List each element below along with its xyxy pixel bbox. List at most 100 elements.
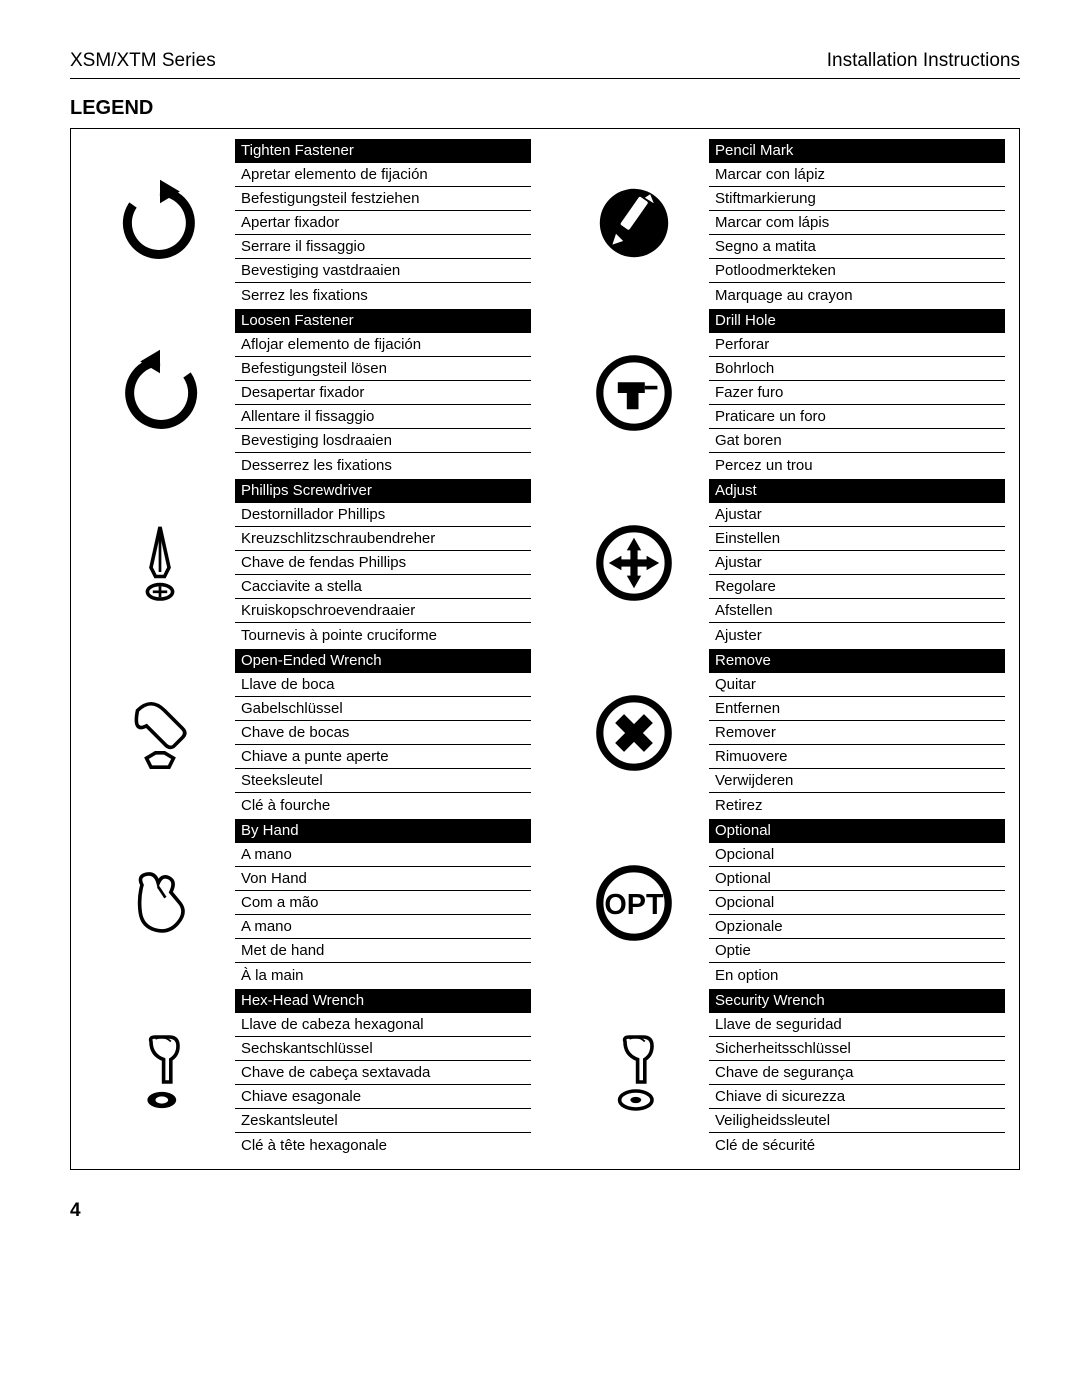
legend-item: OptionalOpcionalOptionalOpcionalOpzional… — [559, 819, 1005, 987]
legend-label: Chave de bocas — [235, 721, 531, 745]
legend-label: Llave de cabeza hexagonal — [235, 1013, 531, 1037]
legend-item: AdjustAjustarEinstellenAjustarRegolareAf… — [559, 479, 1005, 647]
legend-labels: AdjustAjustarEinstellenAjustarRegolareAf… — [709, 479, 1005, 647]
legend-label: Apertar fixador — [235, 211, 531, 235]
legend-label: Allentare il fissaggio — [235, 405, 531, 429]
legend-label: Chiave esagonale — [235, 1085, 531, 1109]
legend-labels: OptionalOpcionalOptionalOpcionalOpzional… — [709, 819, 1005, 987]
legend-label: Met de hand — [235, 939, 531, 963]
legend-label: Zeskantsleutel — [235, 1109, 531, 1133]
legend-label: Tournevis à pointe cruciforme — [235, 623, 531, 647]
legend-labels: By HandA manoVon HandCom a mãoA manoMet … — [235, 819, 531, 987]
legend-label: Apretar elemento de fijación — [235, 163, 531, 187]
legend-column: Pencil MarkMarcar con lápizStiftmarkieru… — [559, 139, 1005, 1159]
page-number: 4 — [70, 1200, 1020, 1222]
legend-label: Clé de sécurité — [709, 1133, 1005, 1157]
legend-label: Gabelschlüssel — [235, 697, 531, 721]
legend-label: Steeksleutel — [235, 769, 531, 793]
legend-label: Destornillador Phillips — [235, 503, 531, 527]
legend-label-header: Hex-Head Wrench — [235, 989, 531, 1013]
legend-labels: Hex-Head WrenchLlave de cabeza hexagonal… — [235, 989, 531, 1157]
legend-label: Com a mão — [235, 891, 531, 915]
legend-label: Remover — [709, 721, 1005, 745]
page-header: XSM/XTM Series Installation Instructions — [70, 50, 1020, 79]
legend-label: Llave de boca — [235, 673, 531, 697]
legend-item: By HandA manoVon HandCom a mãoA manoMet … — [85, 819, 531, 987]
legend-label: En option — [709, 963, 1005, 987]
legend-label: Optie — [709, 939, 1005, 963]
legend-label: Einstellen — [709, 527, 1005, 551]
loosen-fastener-icon — [85, 309, 235, 477]
legend-labels: Loosen FastenerAflojar elemento de fijac… — [235, 309, 531, 477]
legend-label: Bevestiging losdraaien — [235, 429, 531, 453]
legend-labels: Security WrenchLlave de seguridadSicherh… — [709, 989, 1005, 1157]
legend-label: A mano — [235, 915, 531, 939]
legend-label: Serrez les fixations — [235, 283, 531, 307]
pencil-mark-icon — [559, 139, 709, 307]
legend-label: Ajustar — [709, 503, 1005, 527]
legend-label: Cacciavite a stella — [235, 575, 531, 599]
legend-item: Tighten FastenerApretar elemento de fija… — [85, 139, 531, 307]
adjust-icon — [559, 479, 709, 647]
legend-label: Ajuster — [709, 623, 1005, 647]
legend-label-header: Remove — [709, 649, 1005, 673]
legend-label: Afstellen — [709, 599, 1005, 623]
legend-item: Hex-Head WrenchLlave de cabeza hexagonal… — [85, 989, 531, 1157]
legend-label: Kruiskopschroevendraaier — [235, 599, 531, 623]
tighten-fastener-icon — [85, 139, 235, 307]
legend-labels: Drill HolePerforarBohrlochFazer furoPrat… — [709, 309, 1005, 477]
legend-label: Bevestiging vastdraaien — [235, 259, 531, 283]
legend-label: Gat boren — [709, 429, 1005, 453]
legend-label: Clé à fourche — [235, 793, 531, 817]
legend-item: Security WrenchLlave de seguridadSicherh… — [559, 989, 1005, 1157]
legend-label: À la main — [235, 963, 531, 987]
phillips-screwdriver-icon — [85, 479, 235, 647]
legend-label: Llave de seguridad — [709, 1013, 1005, 1037]
hex-head-wrench-icon — [85, 989, 235, 1157]
legend-label: Chave de segurança — [709, 1061, 1005, 1085]
legend-label: Entfernen — [709, 697, 1005, 721]
header-right: Installation Instructions — [827, 50, 1020, 72]
remove-icon — [559, 649, 709, 817]
legend-label: Befestigungsteil festziehen — [235, 187, 531, 211]
legend-label: Optional — [709, 867, 1005, 891]
legend-label: Perforar — [709, 333, 1005, 357]
legend-label: Sicherheitsschlüssel — [709, 1037, 1005, 1061]
legend-column: Tighten FastenerApretar elemento de fija… — [85, 139, 531, 1159]
legend-label: Von Hand — [235, 867, 531, 891]
legend-label: Fazer furo — [709, 381, 1005, 405]
legend-label: Quitar — [709, 673, 1005, 697]
legend-label: Aflojar elemento de fijación — [235, 333, 531, 357]
legend-label-header: Pencil Mark — [709, 139, 1005, 163]
section-title: Legend — [70, 97, 1020, 120]
legend-label: Veiligheidssleutel — [709, 1109, 1005, 1133]
legend-label: Clé à tête hexagonale — [235, 1133, 531, 1157]
legend-label-header: Security Wrench — [709, 989, 1005, 1013]
legend-label-header: Adjust — [709, 479, 1005, 503]
legend-label: Segno a matita — [709, 235, 1005, 259]
legend-label-header: Optional — [709, 819, 1005, 843]
legend-label-header: Open-Ended Wrench — [235, 649, 531, 673]
legend-labels: Pencil MarkMarcar con lápizStiftmarkieru… — [709, 139, 1005, 307]
legend-item: Phillips ScrewdriverDestornillador Phill… — [85, 479, 531, 647]
legend-label: Opzionale — [709, 915, 1005, 939]
legend-columns: Tighten FastenerApretar elemento de fija… — [85, 139, 1005, 1159]
legend-label: Kreuzschlitzschraubendreher — [235, 527, 531, 551]
legend-label-header: Drill Hole — [709, 309, 1005, 333]
legend-label: Ajustar — [709, 551, 1005, 575]
legend-label-header: By Hand — [235, 819, 531, 843]
legend-label: Rimuovere — [709, 745, 1005, 769]
legend-item: Loosen FastenerAflojar elemento de fijac… — [85, 309, 531, 477]
legend-labels: Open-Ended WrenchLlave de bocaGabelschlü… — [235, 649, 531, 817]
legend-labels: Phillips ScrewdriverDestornillador Phill… — [235, 479, 531, 647]
legend-label: Marcar com lápis — [709, 211, 1005, 235]
legend-label: Retirez — [709, 793, 1005, 817]
legend-label: Chiave a punte aperte — [235, 745, 531, 769]
by-hand-icon — [85, 819, 235, 987]
legend-label: Stiftmarkierung — [709, 187, 1005, 211]
legend-label: Desapertar fixador — [235, 381, 531, 405]
legend-labels: RemoveQuitarEntfernenRemoverRimuovereVer… — [709, 649, 1005, 817]
legend-item: RemoveQuitarEntfernenRemoverRimuovereVer… — [559, 649, 1005, 817]
optional-icon — [559, 819, 709, 987]
legend-item: Open-Ended WrenchLlave de bocaGabelschlü… — [85, 649, 531, 817]
